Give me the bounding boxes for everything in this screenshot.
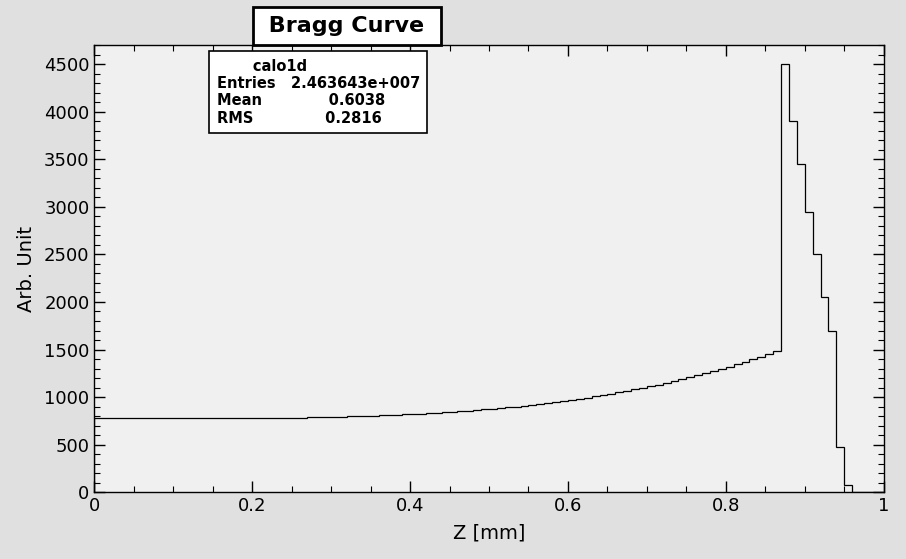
Text: calo1d       
Entries   2.463643e+007
Mean             0.6038
RMS              0: calo1d Entries 2.463643e+007 Mean 0.6038…: [217, 59, 420, 126]
X-axis label: Z [mm]: Z [mm]: [453, 523, 525, 542]
Text: Bragg Curve: Bragg Curve: [262, 16, 432, 36]
Y-axis label: Arb. Unit: Arb. Unit: [16, 226, 35, 312]
